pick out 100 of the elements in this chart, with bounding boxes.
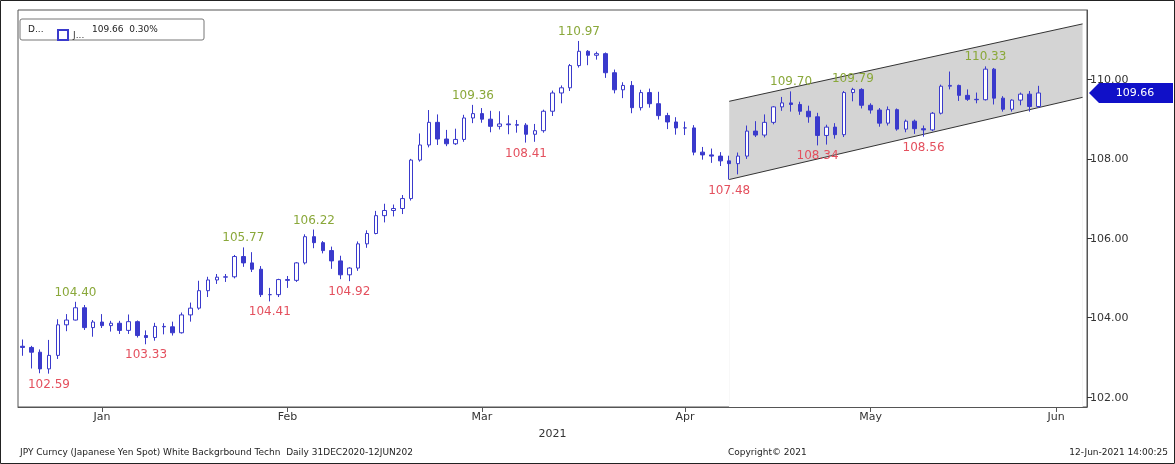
candlestick — [753, 120, 758, 138]
candlestick — [285, 275, 290, 289]
y-tick-label: 110.00 — [1090, 72, 1129, 86]
candlestick — [427, 109, 431, 148]
candlestick — [621, 81, 625, 99]
candlestick — [471, 104, 475, 124]
annotation: 102.59 — [27, 376, 70, 391]
candlestick — [276, 278, 281, 298]
candlestick — [851, 87, 855, 102]
candlestick — [939, 84, 943, 115]
candlestick — [789, 90, 793, 113]
candlestick — [29, 345, 34, 369]
candlestick — [268, 287, 272, 302]
candlestick — [665, 112, 670, 130]
candlestick — [594, 51, 599, 61]
candlestick — [798, 101, 802, 116]
x-tick-label: Apr — [675, 410, 696, 423]
candlestick — [497, 110, 502, 130]
candlestick — [771, 105, 776, 125]
candlestick — [957, 84, 961, 102]
candlestick — [47, 339, 51, 375]
candlestick — [656, 91, 661, 121]
candlestick — [100, 313, 104, 329]
candlestick — [965, 88, 970, 102]
x-tick-label: Jun — [1046, 410, 1065, 423]
candlestick — [56, 318, 60, 360]
candlestick — [91, 319, 95, 338]
candlestick — [82, 304, 87, 331]
candlestick — [356, 240, 360, 272]
text: Copyright© 2021 — [728, 447, 807, 457]
annotation: 109.79 — [831, 70, 874, 85]
candlestick — [400, 194, 405, 215]
candlestick — [109, 320, 113, 333]
text: 12-Jun-2021 14:00:25 — [1069, 447, 1168, 457]
x-tick-label: Mar — [471, 410, 493, 423]
candlestick — [126, 314, 131, 335]
candlestick — [700, 146, 705, 161]
candlestick — [462, 114, 466, 143]
candlestick — [215, 273, 219, 285]
candlestick — [683, 121, 687, 136]
annotation: 104.92 — [328, 284, 371, 299]
candlestick — [948, 71, 952, 90]
candlestick — [559, 84, 564, 104]
candlestick — [435, 113, 440, 146]
annotation: 105.77 — [222, 230, 265, 245]
candlestick — [639, 89, 643, 111]
text: 109.66 — [1115, 86, 1155, 100]
candlestick — [877, 107, 882, 128]
annotation: 107.48 — [708, 182, 751, 197]
candlestick — [842, 90, 846, 138]
candlestick — [179, 312, 184, 335]
candlestick — [1001, 95, 1005, 113]
annotation: 110.33 — [964, 49, 1007, 64]
candlestick — [250, 251, 254, 273]
candlestick — [506, 114, 511, 135]
candlestick — [117, 320, 122, 335]
candlestick — [568, 63, 572, 92]
candlestick — [312, 229, 316, 249]
candlestick — [241, 246, 246, 268]
annotation: 108.34 — [796, 148, 839, 163]
annotation: 109.70 — [770, 74, 813, 89]
candlestick — [992, 67, 996, 105]
candlestick — [612, 69, 617, 94]
candlestick — [444, 129, 449, 147]
candlestick — [391, 204, 396, 217]
x-tick-label: Feb — [277, 410, 298, 423]
candlestick — [321, 240, 325, 254]
candlestick — [347, 266, 352, 282]
candlestick — [921, 125, 926, 138]
candlestick — [223, 273, 228, 283]
candlestick — [38, 348, 42, 374]
candlestick — [453, 128, 458, 146]
candlestick — [515, 119, 519, 134]
x-tick-label: May — [859, 410, 883, 423]
candlestick — [630, 80, 634, 114]
candlestick — [674, 116, 678, 136]
candlestick — [162, 322, 166, 335]
candlestick — [303, 233, 307, 265]
candlestick — [762, 113, 767, 138]
y-tick-label: 104.00 — [1090, 311, 1129, 325]
candlestick — [806, 105, 811, 124]
candlestick — [418, 132, 422, 163]
candlestick — [144, 329, 148, 345]
candlestick — [577, 40, 581, 69]
candlestick — [886, 105, 890, 127]
candlestick — [833, 122, 837, 140]
legend-label: J... — [72, 30, 85, 40]
candlestick — [930, 111, 935, 132]
candlestick — [895, 107, 899, 132]
candlestick — [904, 119, 908, 133]
candlestick — [692, 124, 696, 156]
candlestick — [259, 265, 263, 298]
annotation: 104.40 — [54, 284, 97, 299]
candlestick — [727, 155, 731, 181]
candlestick — [824, 124, 829, 146]
candlestick — [1027, 90, 1032, 113]
candlestick — [647, 88, 652, 109]
annotation: 109.36 — [451, 87, 494, 102]
candlestick — [1010, 98, 1014, 113]
annotation: 108.56 — [902, 139, 945, 154]
